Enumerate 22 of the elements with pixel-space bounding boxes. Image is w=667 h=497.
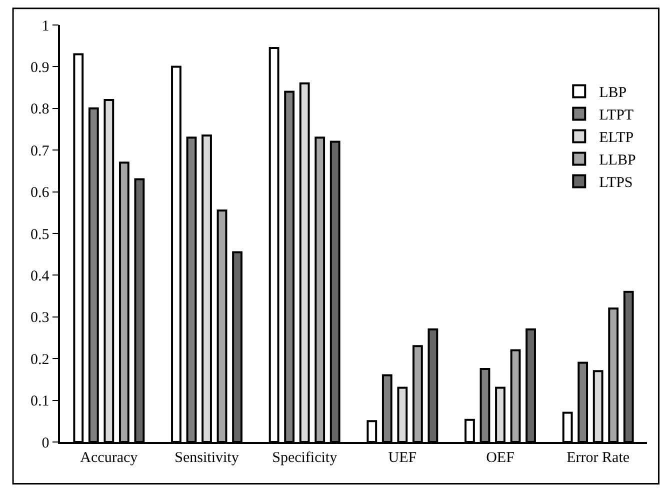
- x-tick-label: Sensitivity: [174, 450, 240, 466]
- y-tick-label: 0: [42, 435, 50, 452]
- y-tick-label: 0.9: [30, 60, 50, 76]
- y-tick-label: 0.6: [30, 185, 50, 202]
- y-tick-label: 0.3: [30, 310, 50, 326]
- legend-label: LTPT: [599, 108, 634, 124]
- x-tick-label: Error Rate: [566, 450, 630, 466]
- y-tick-label: 0.5: [30, 226, 50, 243]
- legend-label: LTPS: [599, 175, 633, 192]
- legend-label: ELTP: [599, 130, 634, 146]
- y-tick-label: 0.8: [30, 102, 50, 118]
- y-tick-label: 1: [42, 18, 50, 34]
- x-tick-label: Specificity: [272, 450, 338, 466]
- y-tick-label: 0.7: [30, 143, 50, 160]
- legend-label: LBP: [599, 85, 627, 102]
- y-tick-label: 0.1: [30, 394, 50, 410]
- x-tick-label: UEF: [388, 450, 417, 466]
- x-tick-label: OEF: [486, 450, 514, 466]
- y-tick-label: 0.4: [30, 268, 50, 284]
- x-tick-label: Accuracy: [80, 450, 138, 466]
- y-tick-label: 0.2: [30, 352, 50, 368]
- legend-label: LLBP: [599, 152, 636, 169]
